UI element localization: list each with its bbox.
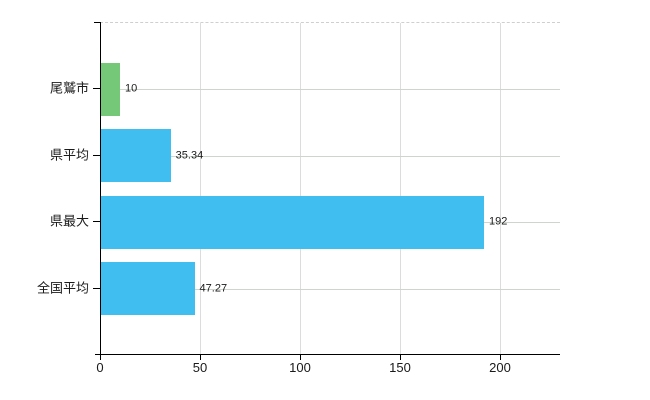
gridline-horizontal xyxy=(100,288,560,290)
y-tick xyxy=(93,154,100,156)
bar-県最大 xyxy=(100,195,484,249)
category-label: 尾鷲市 xyxy=(49,80,89,96)
plot-area: 10 35.34 192 47.27 xyxy=(100,22,560,354)
gridline-horizontal xyxy=(100,155,560,157)
gridline-vertical xyxy=(500,23,501,354)
bar-全国平均 xyxy=(100,262,195,316)
x-tick-label: 0 xyxy=(96,360,104,375)
x-tick-label: 50 xyxy=(192,360,208,375)
y-tick xyxy=(93,221,100,223)
bar-県平均 xyxy=(100,129,171,183)
bar-value-label: 10 xyxy=(125,82,138,95)
y-axis-line xyxy=(100,22,101,360)
gridline-vertical xyxy=(300,23,301,354)
x-tick xyxy=(500,354,501,360)
gridline-horizontal xyxy=(100,89,560,91)
x-tick xyxy=(400,354,401,360)
category-label: 県平均 xyxy=(49,147,89,163)
y-axis-top-tick xyxy=(94,22,100,23)
x-axis-line xyxy=(95,354,560,355)
x-tick-label: 100 xyxy=(289,360,311,375)
y-tick xyxy=(93,88,100,90)
y-tick xyxy=(93,287,100,289)
x-tick xyxy=(200,354,201,360)
category-label: 県最大 xyxy=(49,213,89,229)
x-tick xyxy=(100,354,101,360)
x-tick xyxy=(300,354,301,360)
bar-value-label: 35.34 xyxy=(175,149,204,162)
bar-value-label: 192 xyxy=(489,215,508,228)
x-tick-label: 200 xyxy=(489,360,511,375)
bar-尾鷲市 xyxy=(100,62,120,116)
category-label: 全国平均 xyxy=(36,280,89,296)
gridline-vertical xyxy=(400,23,401,354)
gridline-vertical xyxy=(200,23,201,354)
x-tick-label: 150 xyxy=(389,360,411,375)
bar-value-label: 47.27 xyxy=(199,282,228,295)
